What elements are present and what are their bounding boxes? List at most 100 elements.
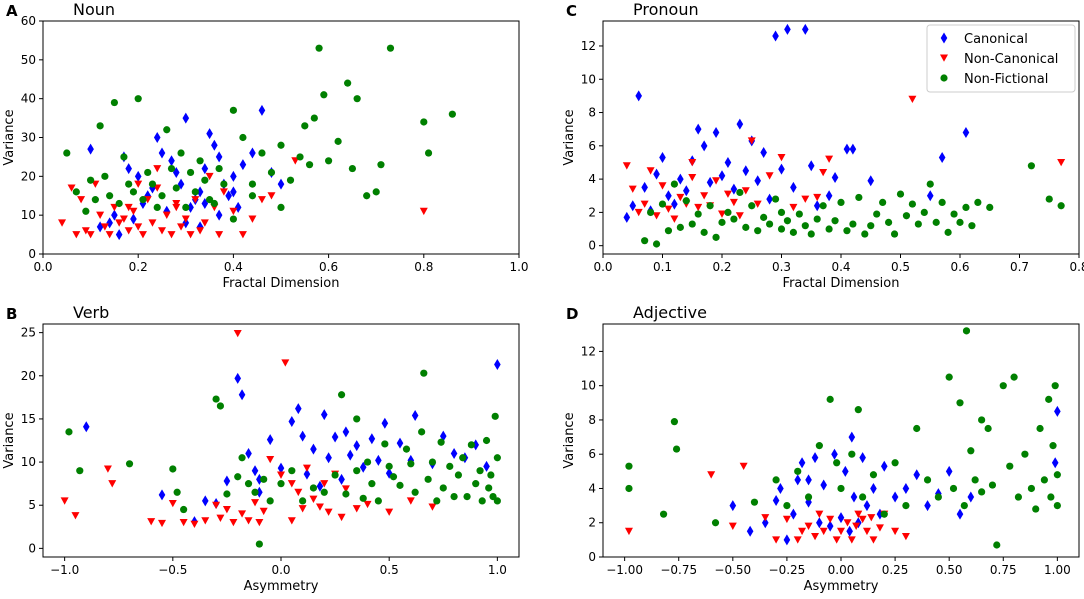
y-tick-label: 10: [581, 72, 596, 86]
point-non-fictional: [1027, 484, 1035, 493]
point-canonical: [234, 201, 242, 213]
point-canonical: [158, 147, 166, 159]
point-canonical: [182, 217, 190, 229]
point-non-canonical: [229, 518, 238, 527]
point-canonical: [794, 474, 802, 486]
point-non-fictional: [748, 202, 756, 210]
point-non-fictional: [169, 465, 177, 473]
point-canonical: [256, 473, 263, 485]
point-non-fictional: [258, 149, 266, 157]
point-non-fictional: [944, 228, 952, 236]
panel-adjective: −1.00 −0.75 −0.50 −0.25 0.00 0.25 0.50 0.75 1.00…: [562, 303, 1080, 594]
point-non-fictional: [956, 218, 964, 226]
point-canonical: [777, 482, 784, 494]
point-non-canonical: [315, 503, 324, 511]
point-canonical: [316, 480, 324, 492]
x-tick-label: 0.4: [224, 260, 243, 274]
point-non-fictional: [700, 228, 708, 236]
point-canonical: [694, 123, 702, 135]
point-non-fictional: [411, 488, 419, 496]
point-non-fictional: [885, 218, 893, 226]
point-non-fictional: [402, 445, 411, 453]
point-non-fictional: [625, 462, 633, 470]
point-non-fictional: [439, 484, 447, 492]
point-canonical: [251, 465, 259, 477]
point-non-fictional: [120, 153, 128, 161]
point-non-fictional: [766, 220, 774, 228]
point-non-fictional: [296, 153, 304, 161]
point-non-fictional: [277, 203, 285, 211]
point-canonical: [130, 213, 137, 225]
point-non-fictional: [956, 399, 964, 407]
point-non-fictional: [879, 198, 887, 207]
point-canonical: [891, 491, 899, 503]
point-non-canonical: [287, 480, 296, 488]
point-non-fictional: [487, 471, 495, 479]
point-non-fictional: [730, 215, 738, 223]
x-tick-label: 0.50: [936, 563, 963, 577]
x-tick-label: 0.75: [990, 563, 1017, 577]
point-non-canonical: [167, 231, 176, 239]
point-non-fictional: [971, 476, 979, 484]
point-non-fictional: [229, 106, 237, 114]
point-non-fictional: [760, 213, 768, 221]
point-non-canonical: [60, 497, 69, 505]
point-non-canonical: [341, 485, 350, 493]
point-non-fictional: [87, 176, 95, 184]
point-non-canonical: [428, 503, 437, 511]
point-non-canonical: [670, 215, 679, 223]
point-non-fictional: [446, 462, 454, 470]
point-non-fictional: [1057, 202, 1065, 210]
point-non-canonical: [115, 219, 124, 227]
point-non-canonical: [847, 536, 856, 544]
x-axis-label: Asymmetry: [804, 579, 879, 594]
point-non-canonical: [819, 168, 828, 177]
point-canonical: [439, 430, 447, 442]
point-canonical: [277, 178, 285, 190]
point-canonical: [831, 171, 839, 183]
point-non-canonical: [200, 219, 209, 227]
point-non-fictional: [424, 475, 432, 483]
point-canonical: [837, 512, 845, 524]
point-non-fictional: [647, 208, 655, 216]
point-non-fictional: [248, 180, 257, 188]
point-non-canonical: [664, 205, 673, 213]
y-tick-label: 12: [581, 344, 596, 358]
point-non-fictional: [783, 502, 791, 510]
point-non-fictional: [65, 428, 73, 436]
point-non-fictional: [424, 149, 433, 157]
point-non-fictional: [244, 480, 253, 488]
panel-title: Adjective: [633, 303, 707, 322]
point-canonical: [483, 460, 490, 472]
point-non-canonical: [908, 95, 917, 104]
y-tick-label: 8: [588, 106, 596, 120]
point-non-fictional: [804, 493, 813, 501]
point-non-fictional: [459, 454, 467, 462]
x-tick-label: 1.00: [1044, 563, 1071, 577]
point-canonical: [653, 168, 660, 180]
y-tick-label: 6: [588, 139, 596, 153]
point-non-fictional: [144, 168, 152, 177]
point-non-fictional: [180, 505, 188, 514]
point-non-fictional: [1014, 493, 1023, 501]
point-non-canonical: [58, 219, 67, 227]
point-non-canonical: [222, 506, 231, 514]
x-axis-label: Fractal Dimension: [783, 276, 900, 291]
y-tick-label: 0: [588, 550, 596, 564]
point-non-fictional: [472, 480, 480, 488]
point-non-fictional: [463, 492, 471, 501]
point-canonical: [346, 449, 354, 461]
point-non-canonical: [215, 231, 224, 239]
point-non-fictional: [932, 218, 940, 226]
y-tick-label: 10: [21, 208, 36, 222]
point-non-fictional: [801, 222, 809, 230]
point-non-fictional: [950, 210, 958, 218]
point-non-canonical: [352, 505, 361, 513]
point-non-canonical: [875, 524, 884, 532]
point-non-canonical: [162, 211, 171, 219]
point-canonical: [249, 147, 256, 159]
point-non-fictional: [938, 198, 946, 207]
point-non-fictional: [783, 217, 792, 225]
point-non-canonical: [201, 517, 210, 525]
point-canonical: [880, 460, 888, 472]
